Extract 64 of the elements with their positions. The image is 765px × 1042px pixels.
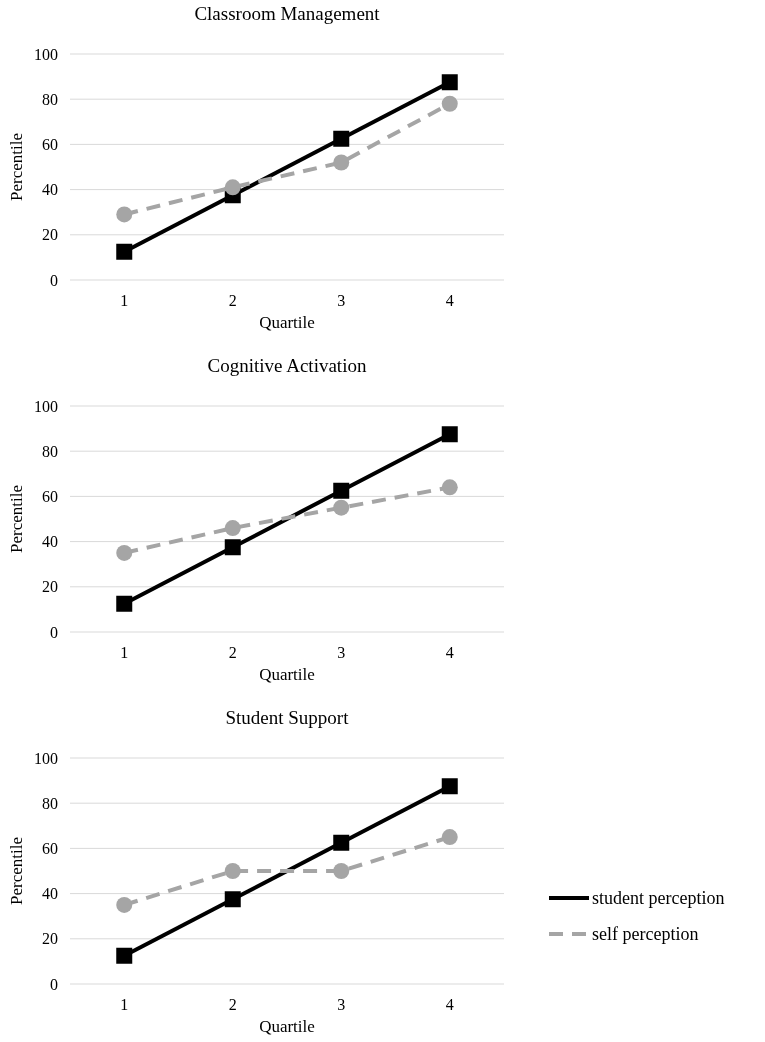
y-tick-label: 0 — [50, 975, 58, 993]
point — [333, 482, 350, 499]
y-tick-label: 40 — [42, 533, 58, 551]
point — [333, 499, 350, 516]
x-tick-label: 3 — [337, 644, 346, 661]
y-axis-title: Percentile — [7, 837, 26, 905]
x-axis-title: Quartile — [259, 665, 315, 684]
point — [116, 595, 133, 612]
y-tick-label: 100 — [34, 45, 58, 63]
point — [333, 834, 350, 851]
y-tick-label: 100 — [34, 397, 58, 415]
point — [441, 778, 458, 795]
point — [116, 896, 133, 913]
y-tick-label: 0 — [50, 623, 58, 641]
x-tick-label: 1 — [120, 292, 129, 309]
x-tick-label: 2 — [228, 996, 237, 1013]
chart-title: Student Support — [225, 707, 350, 728]
point — [224, 891, 241, 908]
legend-label: self perception — [592, 924, 699, 945]
x-axis-title: Quartile — [259, 313, 315, 332]
y-tick-label: 80 — [42, 90, 58, 108]
point — [333, 130, 350, 147]
point — [224, 179, 241, 196]
point — [441, 95, 458, 112]
chart-title: Cognitive Activation — [207, 355, 367, 376]
point — [116, 243, 133, 260]
point — [333, 863, 350, 879]
x-tick-label: 4 — [445, 292, 454, 309]
y-tick-label: 20 — [42, 226, 58, 244]
x-tick-label: 1 — [120, 644, 129, 661]
y-tick-label: 60 — [42, 136, 58, 153]
point — [441, 74, 458, 91]
y-tick-label: 40 — [42, 885, 58, 903]
y-tick-label: 100 — [34, 749, 58, 767]
x-tick-label: 3 — [337, 292, 346, 309]
y-tick-label: 40 — [42, 181, 58, 199]
x-tick-label: 1 — [120, 996, 129, 1013]
y-axis-title: Percentile — [7, 485, 26, 553]
x-tick-label: 3 — [337, 996, 346, 1013]
point — [116, 947, 133, 964]
point — [224, 539, 241, 556]
x-tick-label: 2 — [228, 644, 237, 661]
chart-title: Classroom Management — [194, 3, 381, 24]
y-tick-label: 20 — [42, 930, 58, 948]
y-tick-label: 0 — [50, 271, 58, 289]
point — [441, 829, 458, 846]
point — [333, 154, 350, 171]
point — [224, 520, 241, 537]
point — [441, 479, 458, 496]
y-tick-label: 80 — [42, 794, 58, 812]
point — [441, 426, 458, 443]
x-tick-label: 4 — [445, 644, 454, 661]
y-tick-label: 60 — [42, 840, 58, 857]
x-axis-title: Quartile — [259, 1017, 315, 1036]
y-tick-label: 60 — [42, 488, 58, 505]
y-tick-label: 80 — [42, 442, 58, 460]
y-tick-label: 20 — [42, 578, 58, 596]
point — [116, 544, 133, 561]
x-tick-label: 2 — [228, 292, 237, 309]
legend-label: student perception — [592, 888, 725, 909]
x-tick-label: 4 — [445, 996, 454, 1013]
point — [116, 206, 133, 223]
point — [224, 863, 241, 879]
y-axis-title: Percentile — [7, 133, 26, 201]
